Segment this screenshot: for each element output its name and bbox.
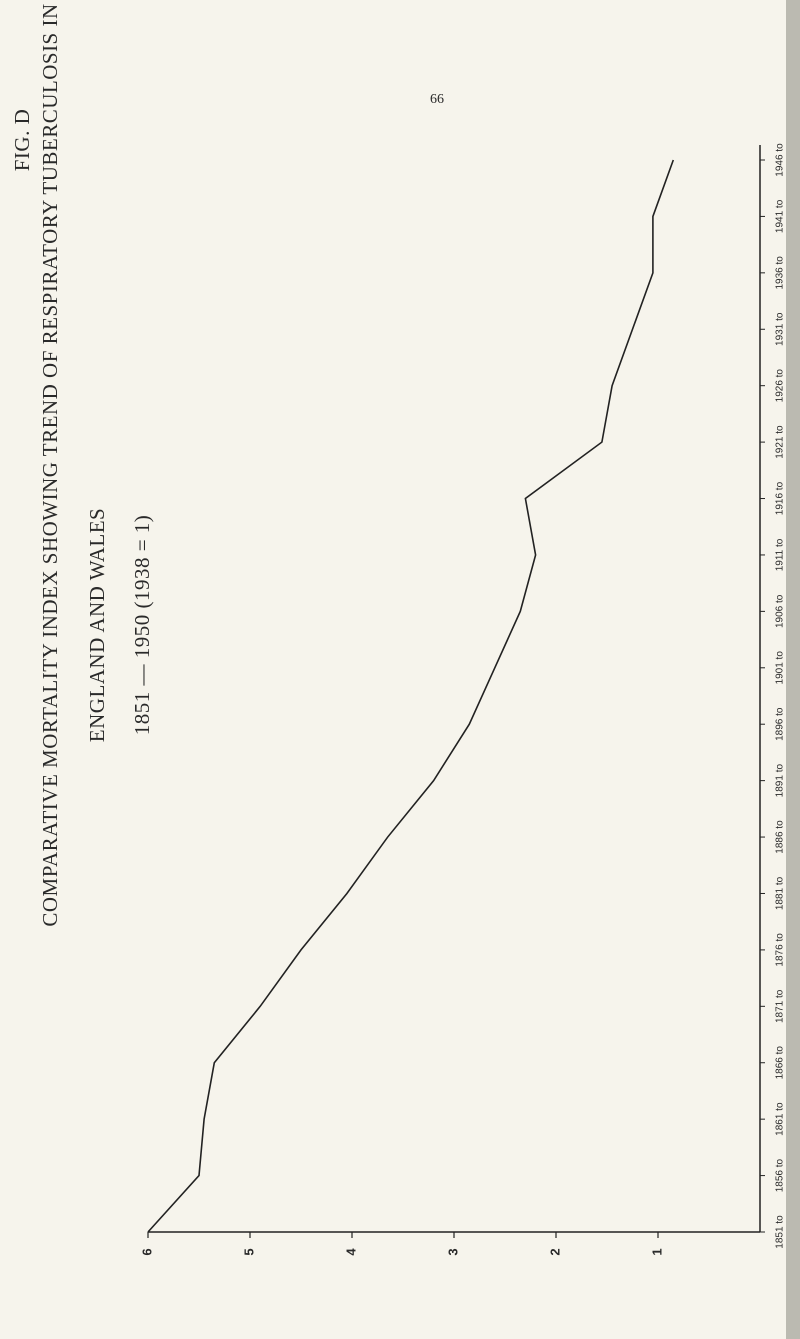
x-tick-label: 1906 to [775,594,786,628]
x-tick-label: 1921 to [775,425,786,459]
x-tick-label: 1946 to [775,143,786,177]
data-line [147,159,675,1233]
x-tick-label: 1916 to [775,481,786,515]
page-edge [786,0,800,1339]
x-tick-label: 1876 to [775,933,786,967]
x-tick-label: 1901 to [775,651,786,685]
y-tick-label: 4 [343,1248,358,1256]
y-tick-label: 1 [649,1248,664,1255]
y-tick-label: 5 [241,1248,256,1255]
y-tick-label: 3 [445,1248,460,1255]
x-tick-label: 1936 to [775,256,786,290]
y-tick-label: 2 [547,1248,562,1255]
x-tick-label: 1866 to [775,1046,786,1080]
x-tick-label: 1941 to [775,199,786,233]
x-tick-label: 1896 to [775,707,786,741]
chart-title: COMPARATIVE MORTALITY INDEX SHOWING TREN… [38,3,62,926]
x-tick-label: 1926 to [775,369,786,403]
y-tick-label: 6 [139,1248,154,1255]
x-tick-label: 1881 to [775,876,786,910]
x-tick-label: 1856 to [775,1158,786,1192]
x-tick-label: 1871 to [775,989,786,1023]
x-tick-label: 1931 to [775,312,786,346]
x-tick-label: 1891 to [775,764,786,798]
x-tick-label: 1851 to [775,1215,786,1249]
x-tick-label: 1886 to [775,820,786,854]
page-number: 66 [430,92,444,107]
x-tick-label: 1861 to [775,1102,786,1136]
chart-note: 1851 — 1950 (1938 = 1) [130,515,154,736]
figure-label: FIG. D [10,109,34,172]
chart-subtitle: ENGLAND AND WALES [85,508,109,742]
x-tick-label: 1911 to [775,538,786,571]
